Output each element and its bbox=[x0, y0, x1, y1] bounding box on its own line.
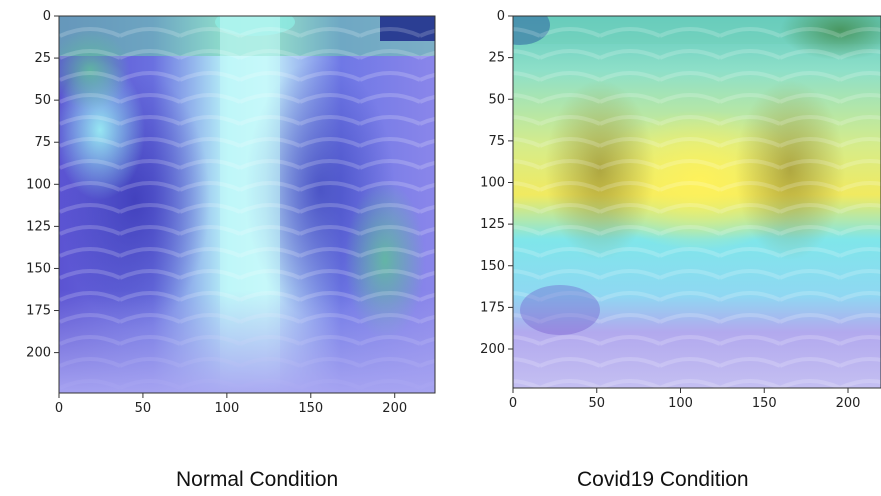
y-tick-label: 150 bbox=[480, 259, 505, 274]
normal-x-axis: 0 50 100 150 200 bbox=[55, 393, 407, 416]
y-tick-label: 50 bbox=[488, 92, 505, 107]
x-tick-label: 0 bbox=[509, 396, 517, 411]
y-tick-label: 75 bbox=[34, 135, 51, 150]
x-tick-label: 50 bbox=[588, 396, 605, 411]
y-tick-label: 200 bbox=[26, 346, 51, 361]
x-tick-label: 150 bbox=[298, 401, 323, 416]
y-tick-label: 100 bbox=[26, 177, 51, 192]
y-tick-label: 100 bbox=[480, 176, 505, 191]
covid-heatmap-panel: 0 50 100 150 200 0 25 50 75 100 125 150 175 200 bbox=[480, 9, 881, 411]
y-tick-label: 0 bbox=[497, 9, 505, 24]
normal-plot-frame bbox=[58, 15, 436, 394]
y-tick-label: 150 bbox=[26, 261, 51, 276]
normal-xray-heatmap-image bbox=[59, 16, 435, 393]
x-tick-label: 200 bbox=[382, 401, 407, 416]
normal-condition-caption: Normal Condition bbox=[176, 468, 339, 491]
y-tick-label: 0 bbox=[43, 9, 51, 24]
normal-y-axis: 0 25 50 75 100 125 150 175 200 bbox=[26, 9, 59, 361]
covid-condition-caption: Covid19 Condition bbox=[577, 468, 749, 491]
x-tick-label: 200 bbox=[836, 396, 861, 411]
covid-x-axis: 0 50 100 150 200 bbox=[509, 388, 861, 411]
x-tick-label: 50 bbox=[135, 401, 152, 416]
y-tick-label: 125 bbox=[480, 217, 505, 232]
x-tick-label: 150 bbox=[752, 396, 777, 411]
y-tick-label: 200 bbox=[480, 342, 505, 357]
y-tick-label: 75 bbox=[488, 134, 505, 149]
y-tick-label: 25 bbox=[34, 51, 51, 66]
y-tick-label: 50 bbox=[34, 93, 51, 108]
x-tick-label: 100 bbox=[668, 396, 693, 411]
covid-xray-heatmap-image bbox=[513, 16, 881, 388]
covid-y-axis: 0 25 50 75 100 125 150 175 200 bbox=[480, 9, 513, 357]
x-tick-label: 0 bbox=[55, 401, 63, 416]
y-tick-label: 175 bbox=[480, 300, 505, 315]
y-tick-label: 125 bbox=[26, 219, 51, 234]
normal-heatmap-panel: 0 50 100 150 200 0 25 50 75 100 125 150 175 200 bbox=[26, 9, 436, 416]
covid-plot-frame bbox=[512, 15, 881, 389]
x-tick-label: 100 bbox=[214, 401, 239, 416]
y-tick-label: 175 bbox=[26, 304, 51, 319]
y-tick-label: 25 bbox=[488, 51, 505, 66]
